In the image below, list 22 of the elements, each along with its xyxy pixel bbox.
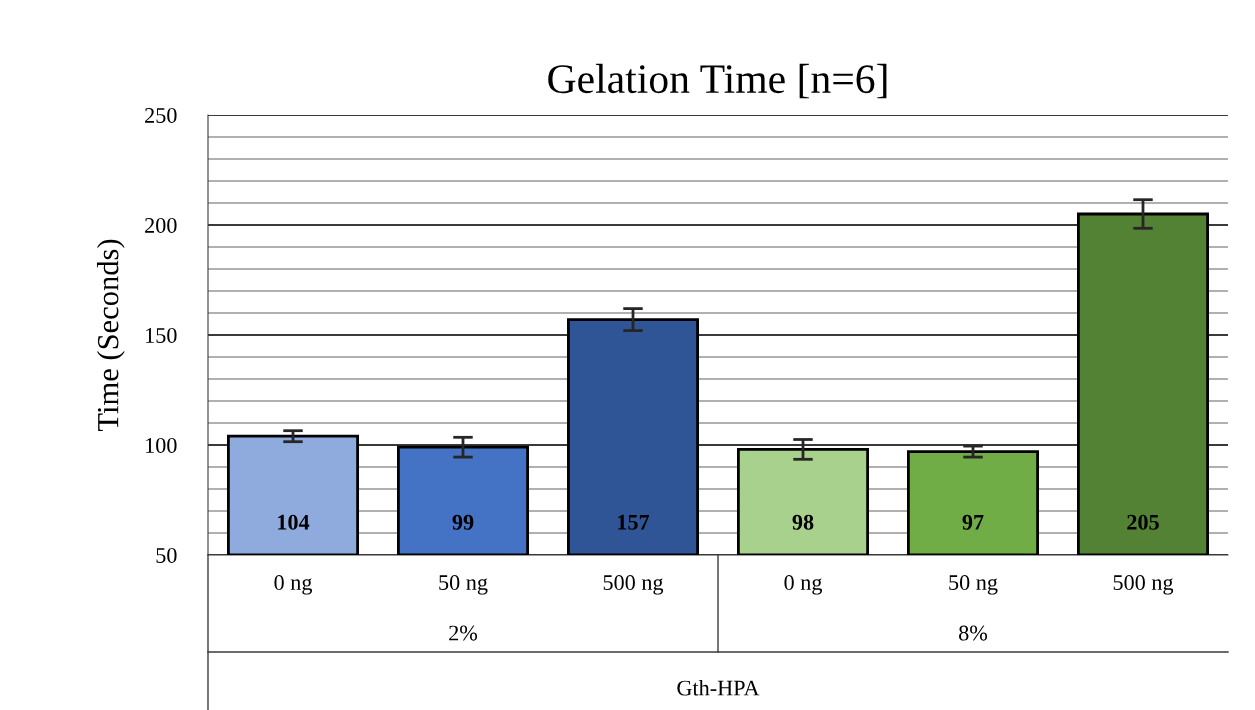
x-tick-label: 500 ng <box>603 575 664 595</box>
x-tick-label: 50 ng <box>439 575 488 595</box>
data-label: 97 <box>962 514 984 530</box>
x-tick-label: 0 ng <box>784 575 823 595</box>
data-label: 99 <box>452 514 474 530</box>
y-tick-label: 100 <box>146 437 177 453</box>
y-tick-label: 200 <box>145 217 177 233</box>
y-axis-title: Time (Seconds) <box>96 239 125 432</box>
chart-title: Gelation Time [n=6] <box>548 63 887 99</box>
x-tick-label: 500 ng <box>1113 575 1174 595</box>
data-label: 157 <box>618 514 650 530</box>
text: 8% <box>959 625 988 641</box>
y-tick-label: 50 <box>156 547 177 563</box>
text: 2% <box>449 625 478 641</box>
data-label: 98 <box>792 514 814 530</box>
x-tick-label: 0 ng <box>274 575 313 595</box>
text: Gth-HPA <box>677 679 760 696</box>
data-label: 104 <box>278 514 310 530</box>
y-tick-label: 150 <box>146 327 177 343</box>
data-label: 205 <box>1127 514 1159 530</box>
y-tick-label: 250 <box>145 107 177 123</box>
x-tick-label: 50 ng <box>949 575 998 595</box>
